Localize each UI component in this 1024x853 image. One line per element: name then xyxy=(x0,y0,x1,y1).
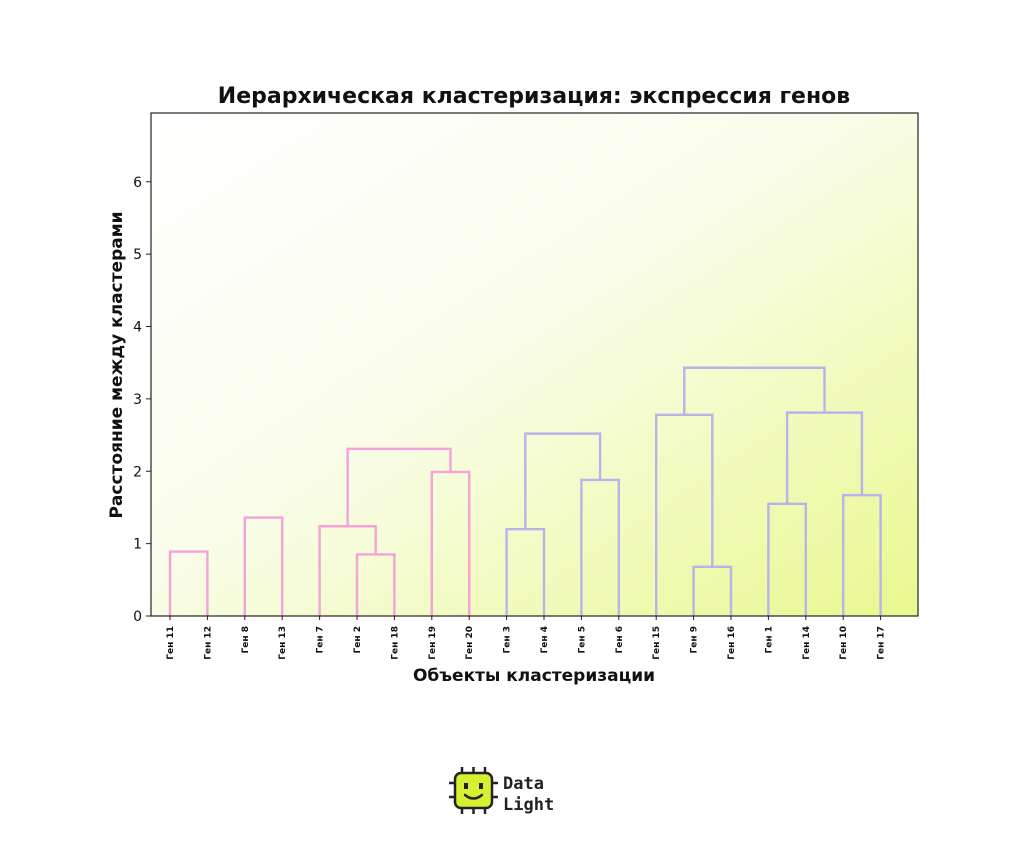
plot-area xyxy=(151,113,918,616)
chart-title: Иерархическая кластеризация: экспрессия … xyxy=(218,84,850,109)
logo-text-line1: Data xyxy=(503,774,544,794)
x-tick-label: Ген 16 xyxy=(727,626,737,660)
smiley-chip-icon xyxy=(449,767,498,814)
x-tick-label: Ген 20 xyxy=(465,626,475,660)
x-tick-label: Ген 19 xyxy=(428,626,438,660)
dendrogram-links xyxy=(168,366,882,616)
dendrogram-link-0 xyxy=(692,565,733,616)
logo-text-line2: Light xyxy=(503,795,554,815)
x-tick-label: Ген 15 xyxy=(652,626,662,660)
y-tick-label: 4 xyxy=(133,320,142,336)
x-tick-label: Ген 9 xyxy=(690,626,700,653)
dendrogram-link-8 xyxy=(580,478,620,616)
y-axis-ticks: 0 1 2 3 4 5 6 xyxy=(133,175,151,625)
y-tick-label: 2 xyxy=(133,464,142,480)
x-tick-label: Ген 4 xyxy=(540,626,550,653)
dendrogram-link-2 xyxy=(168,550,209,616)
x-tick-label: Ген 7 xyxy=(316,626,326,653)
y-tick-label: 5 xyxy=(133,247,142,263)
dendrogram-link-5 xyxy=(243,516,284,616)
y-tick-label: 6 xyxy=(133,175,142,191)
dendrogram-link-10 xyxy=(346,447,452,527)
x-tick-label: Ген 13 xyxy=(278,626,288,660)
x-axis-label: Объекты кластеризации xyxy=(413,666,655,686)
x-tick-label: Ген 11 xyxy=(166,626,176,660)
data-light-logo: Data Light xyxy=(449,767,554,815)
y-tick-label: 3 xyxy=(133,392,142,408)
x-tick-label: Ген 3 xyxy=(503,626,513,653)
x-tick-label: Ген 6 xyxy=(615,626,625,653)
x-tick-label: Ген 18 xyxy=(390,626,400,660)
x-tick-label: Ген 12 xyxy=(203,626,213,660)
plot-frame xyxy=(150,112,919,617)
x-tick-label: Ген 10 xyxy=(839,626,849,660)
x-axis-ticks: Ген 11 Ген 12 Ген 8 Ген 13 Ген 7 Ген 2 Ген 18 Г… xyxy=(166,616,887,660)
dendrogram-link-14 xyxy=(683,366,826,415)
x-tick-label: Ген 5 xyxy=(577,626,587,653)
x-tick-label: Ген 8 xyxy=(241,626,251,653)
x-tick-label: Ген 1 xyxy=(764,626,774,653)
dendrogram-link-9 xyxy=(430,470,471,616)
y-axis-label: Расстояние между кластерами xyxy=(107,211,127,518)
dendrogram-link-13 xyxy=(785,411,864,504)
y-tick-label: 0 xyxy=(133,609,142,625)
x-tick-label: Ген 17 xyxy=(877,626,887,660)
dendrogram-link-11 xyxy=(524,432,602,530)
y-tick-label: 1 xyxy=(133,537,142,553)
x-tick-label: Ген 14 xyxy=(802,626,812,660)
x-tick-label: Ген 2 xyxy=(353,626,363,653)
